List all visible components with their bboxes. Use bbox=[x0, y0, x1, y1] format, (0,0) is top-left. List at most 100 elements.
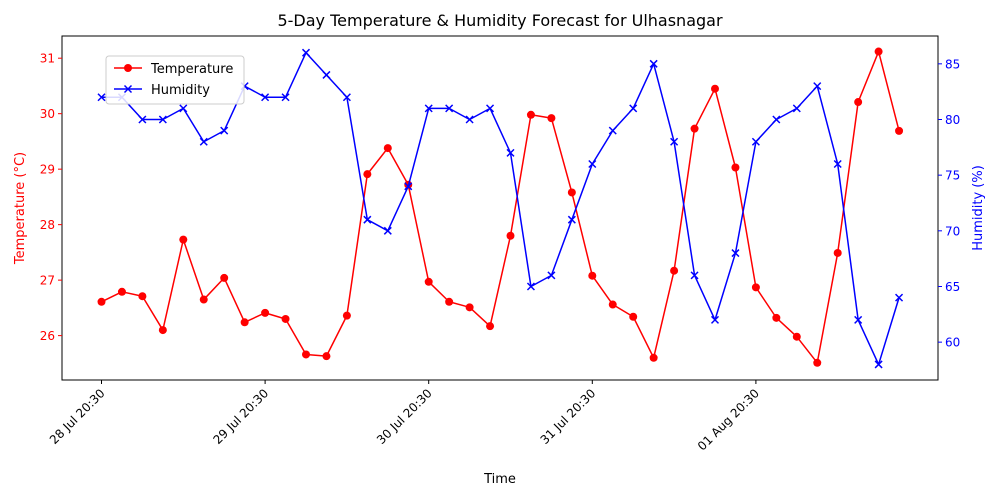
humidity-point bbox=[629, 104, 638, 113]
plot-area bbox=[97, 47, 904, 369]
temperature-point bbox=[199, 295, 208, 304]
y-left-tick-label: 31 bbox=[40, 52, 55, 66]
temperature-point bbox=[690, 124, 699, 133]
temperature-point bbox=[588, 271, 597, 280]
humidity-point bbox=[158, 115, 167, 124]
temperature-point bbox=[240, 318, 249, 327]
temperature-point bbox=[567, 188, 576, 197]
humidity-point bbox=[710, 315, 720, 324]
legend-temperature-marker bbox=[124, 64, 132, 72]
temperature-point bbox=[629, 312, 638, 321]
legend-humidity-marker bbox=[123, 84, 133, 94]
humidity-point bbox=[383, 226, 392, 235]
temperature-point bbox=[383, 144, 392, 153]
humidity-point bbox=[138, 115, 147, 124]
temperature-point bbox=[158, 326, 167, 335]
y-right-tick-label: 85 bbox=[945, 57, 960, 71]
humidity-point bbox=[588, 159, 597, 169]
humidity-point bbox=[813, 82, 822, 91]
humidity-point bbox=[567, 215, 576, 224]
humidity-point bbox=[424, 104, 433, 113]
humidity-point bbox=[179, 104, 188, 113]
y-right-tick-label: 60 bbox=[945, 336, 960, 350]
humidity-point bbox=[690, 271, 699, 280]
humidity-point bbox=[649, 59, 658, 68]
temperature-point bbox=[322, 352, 331, 361]
humidity-point bbox=[731, 249, 740, 258]
legend-temperature-label: Temperature bbox=[150, 62, 233, 77]
temperature-point bbox=[772, 313, 781, 322]
temperature-point bbox=[547, 114, 556, 123]
y-right-tick-label: 65 bbox=[945, 280, 960, 294]
temperature-point bbox=[895, 126, 904, 135]
plot-frame bbox=[61, 35, 939, 381]
humidity-point bbox=[751, 137, 760, 146]
temperature-point bbox=[445, 297, 454, 306]
humidity-point bbox=[547, 271, 556, 280]
humidity-point bbox=[261, 93, 270, 102]
y-axis-label-right: Humidity (%) bbox=[971, 165, 986, 251]
y-right-tick-label: 70 bbox=[945, 224, 960, 238]
humidity-point bbox=[301, 48, 311, 57]
y-left-tick-label: 30 bbox=[40, 107, 55, 121]
humidity-series-line bbox=[101, 51, 900, 366]
temperature-point bbox=[526, 110, 535, 119]
temperature-point bbox=[117, 287, 126, 296]
temperature-point bbox=[731, 163, 740, 172]
y-left-tick-label: 27 bbox=[40, 274, 55, 288]
temperature-point bbox=[854, 98, 863, 107]
temperature-point bbox=[649, 353, 658, 362]
temperature-point bbox=[751, 283, 760, 292]
humidity-point bbox=[363, 215, 372, 224]
temperature-point bbox=[813, 358, 822, 367]
temperature-point bbox=[465, 303, 474, 312]
temperature-point bbox=[874, 47, 883, 56]
humidity-point bbox=[874, 360, 883, 369]
temperature-series-line bbox=[101, 50, 900, 364]
humidity-point bbox=[792, 104, 801, 113]
y-axis-label-left: Temperature (°C) bbox=[13, 152, 28, 265]
temperature-point bbox=[670, 266, 679, 275]
y-left-tick-label: 28 bbox=[40, 218, 55, 232]
humidity-point bbox=[220, 126, 229, 135]
humidity-point bbox=[895, 293, 904, 302]
humidity-point bbox=[465, 115, 474, 124]
legend-humidity-label: Humidity bbox=[151, 83, 210, 98]
temperature-point bbox=[302, 350, 310, 359]
temperature-point bbox=[138, 292, 147, 301]
humidity-point bbox=[506, 148, 515, 157]
humidity-point bbox=[404, 182, 413, 191]
temperature-point bbox=[424, 277, 433, 286]
temperature-point bbox=[486, 322, 495, 331]
humidity-point bbox=[445, 104, 454, 113]
temperature-point bbox=[179, 235, 188, 244]
x-axis-label: Time bbox=[483, 472, 516, 487]
temperature-point bbox=[220, 273, 229, 282]
humidity-point bbox=[322, 70, 331, 79]
temperature-point bbox=[506, 231, 515, 240]
humidity-point bbox=[97, 93, 106, 102]
humidity-point bbox=[670, 137, 679, 146]
humidity-point bbox=[342, 93, 351, 102]
humidity-point bbox=[199, 137, 208, 146]
humidity-point bbox=[772, 115, 781, 124]
y-right-tick-label: 80 bbox=[945, 113, 960, 127]
temperature-point bbox=[97, 297, 106, 306]
humidity-point bbox=[833, 159, 842, 169]
temperature-point bbox=[281, 314, 290, 323]
temperature-point bbox=[342, 311, 351, 320]
temperature-point bbox=[261, 308, 270, 317]
humidity-point bbox=[486, 104, 495, 113]
chart-title: 5-Day Temperature & Humidity Forecast fo… bbox=[277, 11, 722, 30]
temperature-point bbox=[363, 170, 372, 179]
temperature-point bbox=[792, 332, 801, 341]
temperature-point bbox=[608, 300, 617, 309]
humidity-point bbox=[526, 282, 535, 291]
humidity-point bbox=[281, 93, 290, 102]
y-right-tick-label: 75 bbox=[945, 169, 960, 183]
temperature-point bbox=[833, 248, 842, 257]
legend: Temperature Humidity bbox=[105, 55, 245, 105]
y-left-tick-label: 26 bbox=[40, 329, 55, 343]
temperature-point bbox=[711, 84, 719, 93]
